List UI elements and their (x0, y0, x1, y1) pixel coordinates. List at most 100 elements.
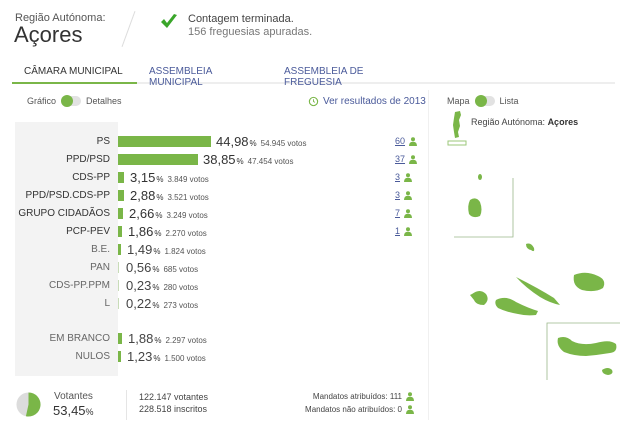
turnout-percent: 53,45% (53, 403, 94, 418)
vote-bar (118, 243, 121, 255)
person-icon (404, 226, 413, 236)
header-divider (121, 10, 136, 48)
region-name: Açores (14, 22, 83, 47)
tab-camara-municipal[interactable]: CÂMARA MUNICIPAL (12, 62, 137, 84)
seats-link[interactable]: 3 (395, 190, 413, 200)
vote-bar (118, 225, 122, 237)
seats-unassigned: Mandatos não atribuídos: 0 (305, 405, 414, 414)
vote-percent: 1,23 (127, 348, 153, 364)
person-icon (406, 392, 414, 401)
person-icon (406, 405, 414, 414)
tab-assembleia-freguesia[interactable]: ASSEMBLEIA DE FREGUESIA (284, 66, 364, 88)
vote-count: 685 votos (163, 264, 199, 274)
region-label: Região Autónoma: (15, 12, 106, 24)
view-switch[interactable] (61, 95, 82, 107)
turnout-pie-chart (16, 392, 41, 417)
party-name: L (104, 297, 110, 309)
party-name: B.E. (91, 243, 110, 255)
column-divider (428, 90, 429, 420)
person-icon (409, 154, 418, 164)
seats-link[interactable]: 37 (395, 154, 418, 164)
person-icon (404, 208, 413, 218)
person-icon (409, 136, 418, 146)
result-row: CDS-PP 3,15% 3.849 votos 3 (0, 168, 420, 186)
vote-values: 1,49% 1.824 votos (127, 241, 206, 257)
sao-jorge-island (516, 277, 560, 305)
tab-bar: CÂMARA MUNICIPAL ASSEMBLEIA MUNICIPAL AS… (12, 62, 615, 88)
vote-values: 3,15% 3.849 votos (130, 169, 209, 185)
inset-frame-east (546, 322, 620, 380)
voters-count: 122.147 votantes (139, 392, 209, 402)
view-toggle[interactable]: Gráfico Detalhes (27, 95, 122, 107)
vote-bar (118, 171, 124, 183)
vote-bar (118, 332, 122, 344)
parishes-count: 156 freguesias apuradas. (188, 26, 313, 38)
vote-count: 54.945 votos (260, 138, 307, 148)
vote-bar (118, 297, 119, 309)
vote-bar (118, 153, 198, 165)
vote-bar (118, 350, 121, 362)
result-row: PPD/PSD.CDS-PP 2,88% 3.521 votos 3 (0, 186, 420, 204)
vote-percent: 1,88 (128, 330, 154, 346)
result-row: PPD/PSD 38,85% 47.454 votos 37 (0, 150, 420, 168)
azores-map[interactable] (440, 160, 620, 380)
sao-miguel-island (557, 337, 617, 356)
previous-results-label: Ver resultados de 2013 (323, 96, 426, 107)
result-row: CDS-PP.PPM 0,23% 280 votos (0, 276, 420, 294)
vote-percent: 38,85 (203, 151, 236, 167)
map-switch[interactable] (474, 95, 495, 107)
toggle-label-lista: Lista (499, 96, 519, 106)
party-label-panel (15, 122, 118, 376)
vote-percent: 3,15 (130, 169, 156, 185)
party-name: PAN (90, 261, 110, 273)
seats-link[interactable]: 60 (395, 136, 418, 146)
toggle-label-grafico: Gráfico (27, 96, 57, 106)
seats-link[interactable]: 1 (395, 226, 413, 236)
vote-percent: 44,98 (216, 133, 249, 149)
vote-percent: 1,49 (127, 241, 153, 257)
vote-percent: 0,22 (126, 295, 152, 311)
vote-values: 44,98% 54.945 votos (216, 133, 307, 149)
vote-values: 1,88% 2.297 votos (128, 330, 207, 346)
toggle-label-detalhes: Detalhes (86, 96, 122, 106)
vote-bar (118, 135, 211, 147)
tab-assembleia-municipal[interactable]: ASSEMBLEIA MUNICIPAL (149, 66, 212, 88)
vote-bar (118, 207, 123, 219)
vote-values: 2,66% 3.249 votos (129, 205, 208, 221)
history-icon (308, 96, 319, 107)
vote-values: 0,22% 273 votos (126, 295, 199, 311)
party-name: PPD/PSD (66, 153, 110, 165)
vote-count: 280 votos (163, 282, 199, 292)
previous-results-link[interactable]: Ver resultados de 2013 (308, 96, 426, 107)
seats-link[interactable]: 7 (395, 208, 413, 218)
seats-link[interactable]: 3 (395, 172, 413, 182)
checkmark-icon (161, 14, 177, 28)
vote-count: 1.824 votos (164, 246, 206, 256)
vote-count: 273 votos (163, 300, 199, 310)
inset-frame-west (454, 178, 514, 238)
map-toggle[interactable]: Mapa Lista (447, 95, 519, 107)
vote-values: 0,23% 280 votos (126, 277, 199, 293)
turnout-label: Votantes (54, 391, 93, 402)
count-status: Contagem terminada. (188, 13, 294, 25)
result-row: EM BRANCO 1,88% 2.297 votos (0, 329, 420, 347)
vote-count: 47.454 votos (247, 156, 294, 166)
terceira-island (573, 272, 605, 292)
portugal-minimap-icon[interactable] (447, 110, 469, 148)
vote-values: 1,23% 1.500 votos (127, 348, 206, 364)
result-row: PS 44,98% 54.945 votos 60 (0, 132, 420, 150)
party-name: PS (96, 135, 110, 147)
vote-bar (118, 261, 119, 273)
registered-count: 228.518 inscritos (139, 404, 208, 414)
party-name: CDS-PP.PPM (49, 279, 110, 291)
vote-count: 2.297 votos (165, 335, 207, 345)
vote-percent: 2,66 (129, 205, 155, 221)
party-name: NULOS (75, 350, 110, 362)
vote-percent: 2,88 (130, 187, 156, 203)
vote-values: 1,86% 2.270 votos (128, 223, 207, 239)
vote-values: 38,85% 47.454 votos (203, 151, 294, 167)
vote-values: 0,56% 685 votos (126, 259, 199, 275)
vote-percent: 0,23 (126, 277, 152, 293)
party-name: CDS-PP (72, 171, 110, 183)
footer-divider (126, 390, 127, 420)
